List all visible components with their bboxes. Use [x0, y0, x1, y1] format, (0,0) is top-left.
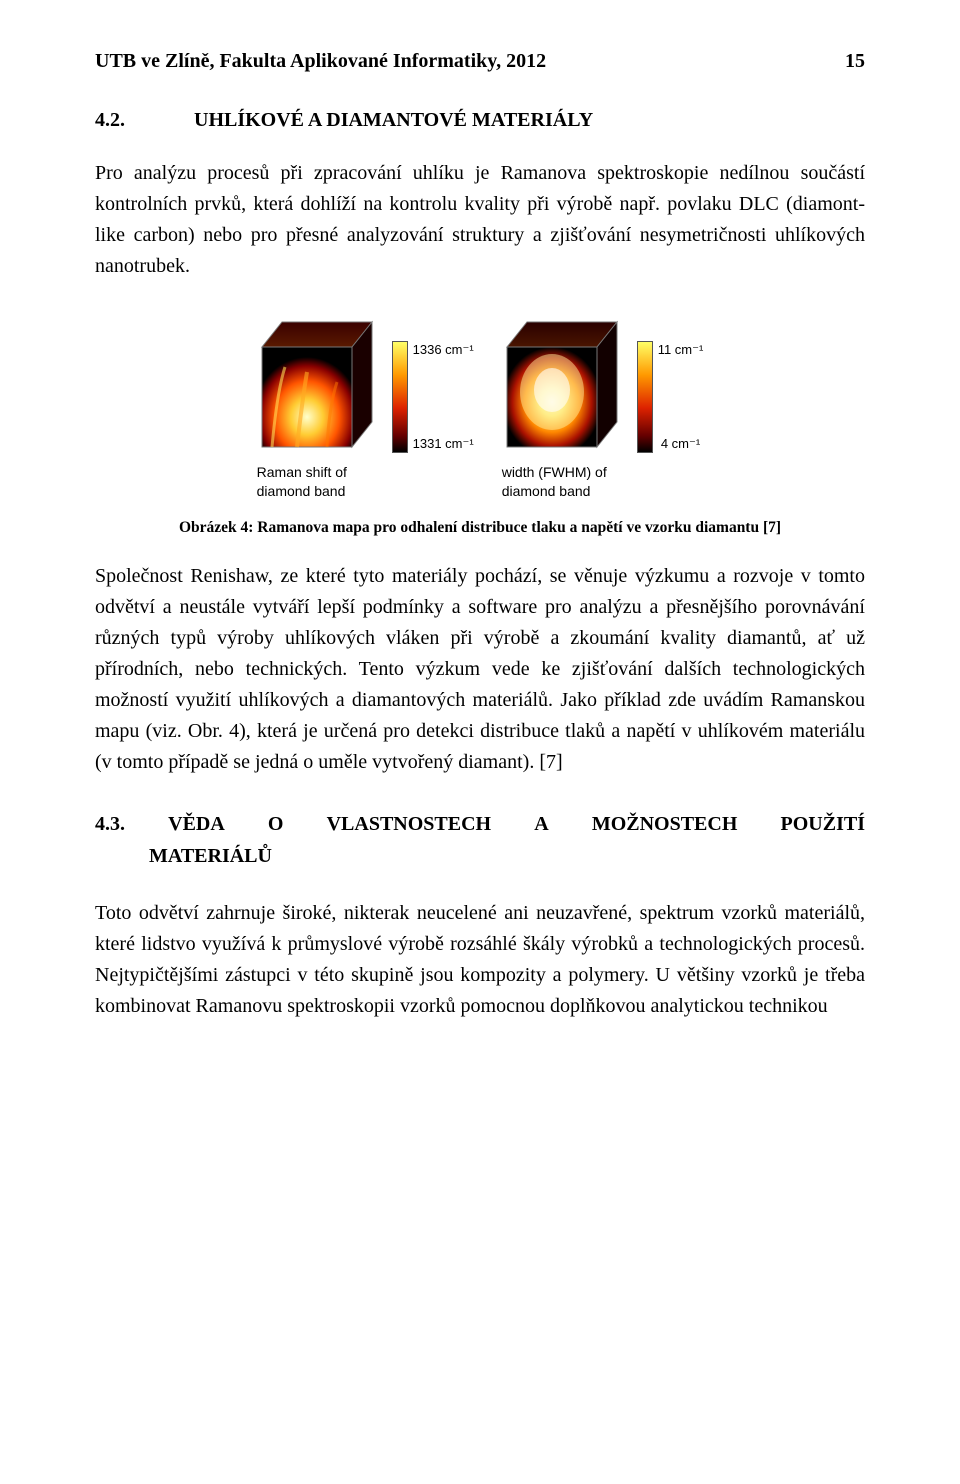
paragraph-3: Toto odvětví zahrnuje široké, nikterak n… [95, 898, 865, 1022]
paragraph-2: Společnost Renishaw, ze které tyto mater… [95, 561, 865, 778]
figure-4-caption: Obrázek 4: Ramanova mapa pro odhalení di… [95, 519, 865, 537]
header-page-number: 15 [845, 50, 865, 73]
section-4-3-w2: O [268, 808, 284, 840]
figure-panel-a: 1336 cm⁻¹ 1331 cm⁻¹ Raman shift of diamo… [257, 312, 474, 501]
section-4-3-number: 4.3. [95, 808, 125, 840]
colorbar-a [393, 342, 407, 452]
colorbar-a-bottom: 1331 cm⁻¹ [413, 436, 474, 452]
section-title: UHLÍKOVÉ A DIAMANTOVÉ MATERIÁLY [194, 109, 593, 131]
colorbar-a-top: 1336 cm⁻¹ [413, 342, 474, 358]
figure-4: 1336 cm⁻¹ 1331 cm⁻¹ Raman shift of diamo… [95, 312, 865, 537]
header-left: UTB ve Zlíně, Fakulta Aplikované Informa… [95, 50, 546, 73]
colorbar-b-bottom: 4 cm⁻¹ [658, 436, 704, 452]
section-4-2-heading: 4.2. UHLÍKOVÉ A DIAMANTOVÉ MATERIÁLY [149, 109, 865, 132]
section-4-3-w3: VLASTNOSTECH [327, 808, 492, 840]
colorbar-a-labels: 1336 cm⁻¹ 1331 cm⁻¹ [413, 342, 474, 452]
fwhm-map-icon [502, 312, 632, 457]
section-4-3-heading: 4.3. VĚDA O VLASTNOSTECH A MOŽNOSTECH PO… [95, 808, 865, 872]
section-4-3-w1: VĚDA [168, 808, 225, 840]
colorbar-b-labels: 11 cm⁻¹ 4 cm⁻¹ [658, 342, 704, 452]
section-4-3-w6: POUŽITÍ [781, 808, 865, 840]
section-4-3-line1: 4.3. VĚDA O VLASTNOSTECH A MOŽNOSTECH PO… [95, 808, 865, 840]
section-4-3-w4: A [534, 808, 548, 840]
colorbar-b-top: 11 cm⁻¹ [658, 342, 704, 358]
section-4-3-w5: MOŽNOSTECH [592, 808, 738, 840]
figure-panel-b: 11 cm⁻¹ 4 cm⁻¹ width (FWHM) of diamond b… [502, 312, 704, 501]
paragraph-1: Pro analýzu procesů při zpracování uhlík… [95, 158, 865, 282]
section-number: 4.2. [149, 109, 189, 132]
panel-b-caption: width (FWHM) of diamond band [502, 463, 632, 501]
raman-shift-map-icon [257, 312, 387, 457]
page-header: UTB ve Zlíně, Fakulta Aplikované Informa… [95, 50, 865, 73]
panel-a-caption: Raman shift of diamond band [257, 463, 387, 501]
section-4-3-line2: MATERIÁLŮ [95, 840, 865, 872]
figure-panels-row: 1336 cm⁻¹ 1331 cm⁻¹ Raman shift of diamo… [95, 312, 865, 501]
colorbar-b [638, 342, 652, 452]
